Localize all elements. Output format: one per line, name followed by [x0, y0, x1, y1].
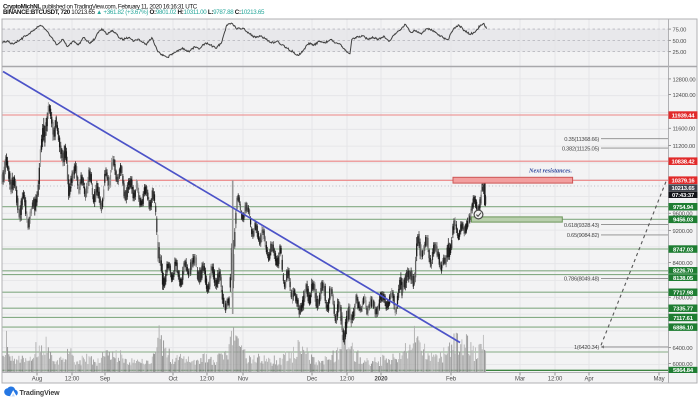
svg-text:CryptoMichNL published on Trad: CryptoMichNL published on TradingView.co…: [3, 4, 198, 11]
svg-text:25.00: 25.00: [673, 50, 687, 56]
svg-text:BINANCE:BTCUSDT, 720 10213.65: BINANCE:BTCUSDT, 720 10213.65 ▲ +361.82 …: [3, 9, 265, 16]
svg-text:10838.42: 10838.42: [672, 160, 696, 166]
svg-text:8226.70: 8226.70: [673, 269, 694, 275]
svg-text:0.786(8049.48): 0.786(8049.48): [564, 277, 599, 283]
svg-text:0.618(9328.43): 0.618(9328.43): [564, 223, 599, 229]
svg-text:12:00: 12:00: [200, 377, 215, 383]
svg-text:1(6420.34): 1(6420.34): [574, 345, 599, 351]
svg-text:May: May: [653, 377, 664, 383]
svg-text:2020: 2020: [375, 377, 389, 383]
svg-text:Nov: Nov: [238, 377, 248, 383]
svg-text:8747.03: 8747.03: [673, 247, 694, 253]
svg-text:6000.00: 6000.00: [673, 362, 693, 368]
svg-text:Next resistances.: Next resistances.: [528, 167, 572, 174]
svg-text:Oct: Oct: [168, 377, 177, 383]
svg-text:12400.00: 12400.00: [673, 93, 696, 99]
svg-text:12:00: 12:00: [340, 377, 355, 383]
svg-text:11200.00: 11200.00: [673, 144, 696, 150]
svg-text:10213.65: 10213.65: [672, 186, 696, 192]
svg-text:6886.10: 6886.10: [673, 325, 694, 331]
svg-text:7117.61: 7117.61: [673, 316, 693, 322]
svg-text:0.35(11368.66): 0.35(11368.66): [564, 137, 599, 143]
svg-text:5864.84: 5864.84: [673, 368, 694, 374]
svg-text:Feb: Feb: [446, 377, 457, 383]
svg-text:0.65(9084.82): 0.65(9084.82): [567, 233, 600, 239]
svg-text:Apr: Apr: [584, 377, 593, 383]
svg-text:7335.77: 7335.77: [673, 307, 694, 313]
svg-text:75.00: 75.00: [673, 28, 687, 34]
svg-text:10379.16: 10379.16: [672, 179, 696, 185]
svg-text:9600.00: 9600.00: [673, 212, 693, 218]
svg-text:Dec: Dec: [307, 377, 317, 383]
svg-text:9200.00: 9200.00: [673, 229, 693, 235]
svg-text:6400.00: 6400.00: [673, 346, 693, 352]
svg-text:Aug: Aug: [32, 377, 42, 383]
svg-text:TradingView: TradingView: [20, 390, 61, 397]
svg-text:9754.94: 9754.94: [673, 205, 694, 211]
svg-text:Mar: Mar: [515, 377, 525, 383]
svg-text:8138.05: 8138.05: [673, 276, 694, 282]
svg-text:7600.00: 7600.00: [673, 296, 693, 302]
svg-text:12800.00: 12800.00: [673, 77, 696, 83]
svg-text:12:00: 12:00: [65, 377, 80, 383]
svg-text:Sep: Sep: [100, 377, 111, 383]
svg-text:11939.44: 11939.44: [672, 113, 696, 119]
svg-text:50.00: 50.00: [673, 39, 687, 45]
svg-text:07:43:37: 07:43:37: [672, 193, 695, 199]
svg-text:7717.98: 7717.98: [673, 291, 694, 297]
svg-text:11600.00: 11600.00: [673, 127, 696, 133]
svg-text:12:00: 12:00: [548, 377, 563, 383]
svg-text:0.382(11125.05): 0.382(11125.05): [562, 146, 600, 152]
svg-text:9456.03: 9456.03: [673, 218, 694, 224]
svg-text:8400.00: 8400.00: [673, 261, 693, 267]
